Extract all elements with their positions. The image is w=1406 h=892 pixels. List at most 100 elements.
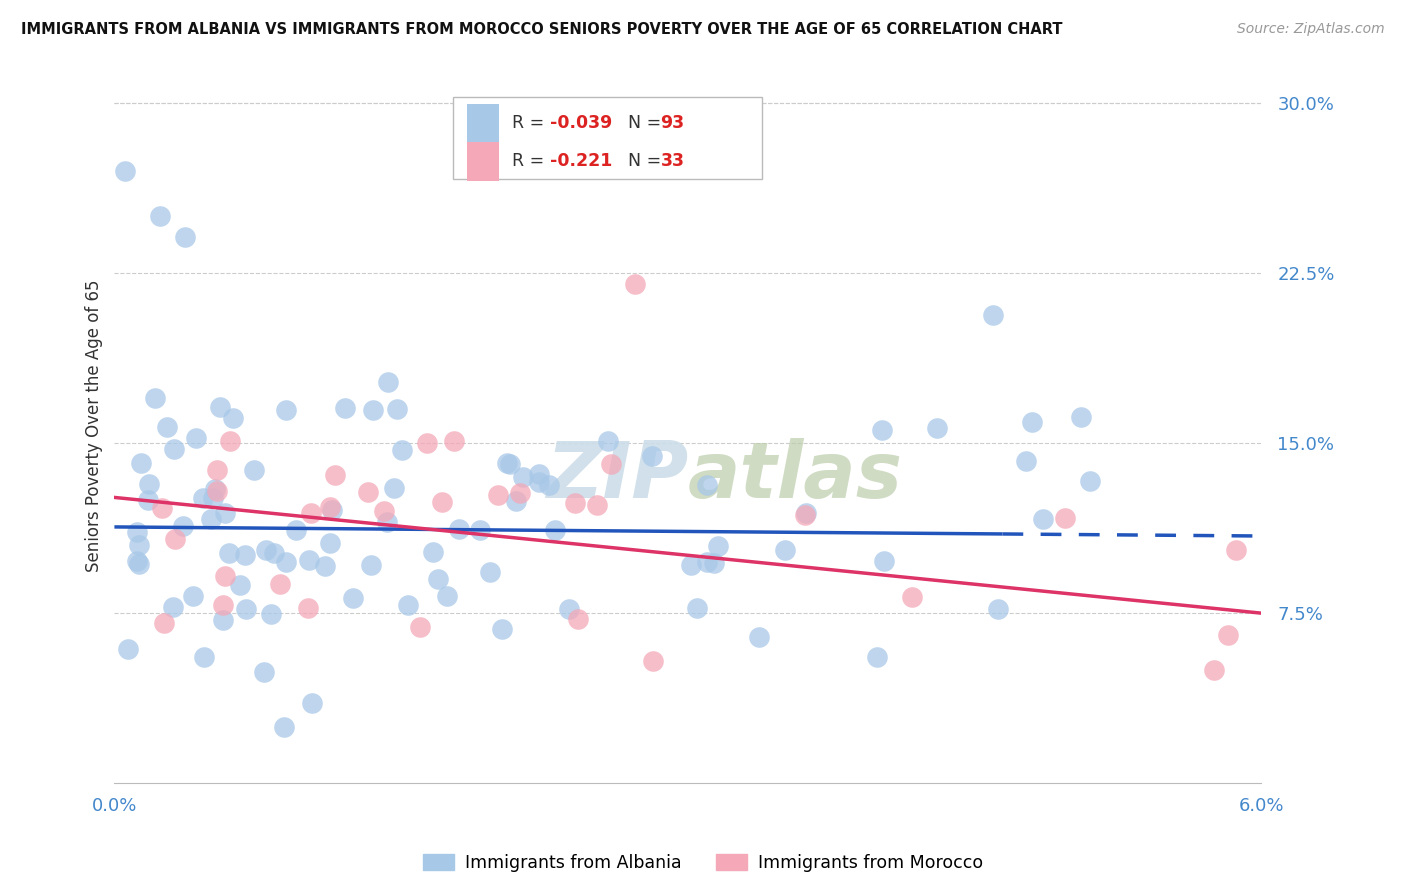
- Point: [505, 493, 527, 508]
- Point: [447, 522, 470, 536]
- Point: [496, 456, 519, 470]
- Point: [207, 463, 229, 477]
- FancyBboxPatch shape: [467, 142, 499, 181]
- Point: [173, 229, 195, 244]
- Point: [382, 481, 405, 495]
- Point: [131, 456, 153, 470]
- Point: [643, 654, 665, 668]
- Point: [866, 650, 889, 665]
- Text: ZIP: ZIP: [546, 438, 688, 514]
- Point: [235, 602, 257, 616]
- Point: [301, 696, 323, 710]
- Point: [205, 483, 228, 498]
- Point: [342, 591, 364, 605]
- Point: [478, 566, 501, 580]
- Point: [269, 577, 291, 591]
- Point: [544, 523, 567, 537]
- Point: [981, 308, 1004, 322]
- Point: [314, 558, 336, 573]
- Point: [443, 434, 465, 449]
- Point: [184, 431, 207, 445]
- Point: [748, 631, 770, 645]
- Point: [361, 402, 384, 417]
- Point: [703, 556, 725, 570]
- Point: [211, 613, 233, 627]
- Point: [181, 589, 204, 603]
- Point: [273, 720, 295, 734]
- Point: [1225, 543, 1247, 558]
- Point: [426, 572, 449, 586]
- Point: [172, 518, 194, 533]
- Point: [163, 442, 186, 457]
- Point: [396, 598, 419, 612]
- Point: [125, 525, 148, 540]
- Point: [319, 500, 342, 514]
- Point: [385, 402, 408, 417]
- Point: [641, 449, 664, 463]
- Point: [243, 463, 266, 477]
- Point: [686, 601, 709, 615]
- Text: atlas: atlas: [688, 438, 903, 514]
- Text: R =: R =: [512, 153, 550, 170]
- Point: [214, 506, 236, 520]
- Point: [375, 516, 398, 530]
- Point: [156, 420, 179, 434]
- Point: [260, 607, 283, 621]
- Point: [901, 590, 924, 604]
- Point: [696, 478, 718, 492]
- Point: [193, 649, 215, 664]
- Point: [794, 506, 817, 520]
- Point: [1078, 475, 1101, 489]
- Point: [208, 400, 231, 414]
- Point: [696, 555, 718, 569]
- Point: [408, 620, 430, 634]
- Point: [585, 498, 607, 512]
- Point: [165, 532, 187, 546]
- Point: [274, 555, 297, 569]
- Point: [567, 612, 589, 626]
- Text: 33: 33: [661, 153, 685, 170]
- Point: [1218, 628, 1240, 642]
- Point: [114, 163, 136, 178]
- Point: [162, 599, 184, 614]
- Point: [301, 506, 323, 520]
- Legend: Immigrants from Albania, Immigrants from Morocco: Immigrants from Albania, Immigrants from…: [416, 847, 990, 879]
- Point: [297, 553, 319, 567]
- Point: [512, 469, 534, 483]
- Point: [596, 434, 619, 448]
- Point: [1021, 415, 1043, 429]
- FancyBboxPatch shape: [453, 97, 762, 179]
- Text: N =: N =: [617, 114, 666, 132]
- Point: [218, 546, 240, 560]
- Point: [152, 615, 174, 630]
- Text: IMMIGRANTS FROM ALBANIA VS IMMIGRANTS FROM MOROCCO SENIORS POVERTY OVER THE AGE : IMMIGRANTS FROM ALBANIA VS IMMIGRANTS FR…: [21, 22, 1063, 37]
- Point: [321, 503, 343, 517]
- Point: [1053, 510, 1076, 524]
- Point: [323, 468, 346, 483]
- Point: [623, 277, 645, 292]
- Point: [416, 436, 439, 450]
- Point: [218, 434, 240, 448]
- Point: [319, 536, 342, 550]
- Point: [1070, 409, 1092, 424]
- Point: [276, 403, 298, 417]
- Point: [499, 457, 522, 471]
- Point: [468, 524, 491, 538]
- Point: [873, 554, 896, 568]
- Point: [150, 501, 173, 516]
- Point: [870, 423, 893, 437]
- Point: [204, 482, 226, 496]
- Point: [138, 477, 160, 491]
- Point: [391, 442, 413, 457]
- Point: [297, 600, 319, 615]
- FancyBboxPatch shape: [467, 103, 499, 143]
- Point: [229, 578, 252, 592]
- Text: -0.221: -0.221: [550, 153, 613, 170]
- Point: [284, 523, 307, 537]
- Point: [333, 401, 356, 415]
- Point: [1204, 663, 1226, 677]
- Point: [436, 590, 458, 604]
- Point: [491, 622, 513, 636]
- Point: [529, 467, 551, 482]
- Point: [599, 457, 621, 471]
